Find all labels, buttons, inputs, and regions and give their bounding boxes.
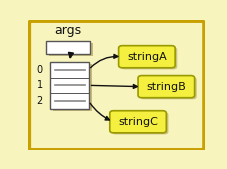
FancyBboxPatch shape — [29, 21, 203, 150]
Bar — [53, 64, 91, 111]
FancyBboxPatch shape — [140, 77, 196, 99]
FancyBboxPatch shape — [118, 46, 174, 68]
Text: stringA: stringA — [126, 52, 166, 62]
Text: 0: 0 — [36, 65, 42, 75]
Text: stringC: stringC — [118, 117, 157, 127]
Text: stringB: stringB — [146, 82, 185, 92]
Bar — [46, 41, 90, 54]
Bar — [49, 62, 88, 109]
Text: 2: 2 — [36, 96, 42, 106]
Text: 1: 1 — [36, 80, 42, 90]
Bar — [49, 43, 93, 56]
FancyBboxPatch shape — [120, 47, 177, 69]
FancyBboxPatch shape — [109, 111, 166, 133]
FancyBboxPatch shape — [137, 76, 194, 98]
Text: args: args — [54, 24, 81, 37]
FancyBboxPatch shape — [111, 112, 168, 134]
